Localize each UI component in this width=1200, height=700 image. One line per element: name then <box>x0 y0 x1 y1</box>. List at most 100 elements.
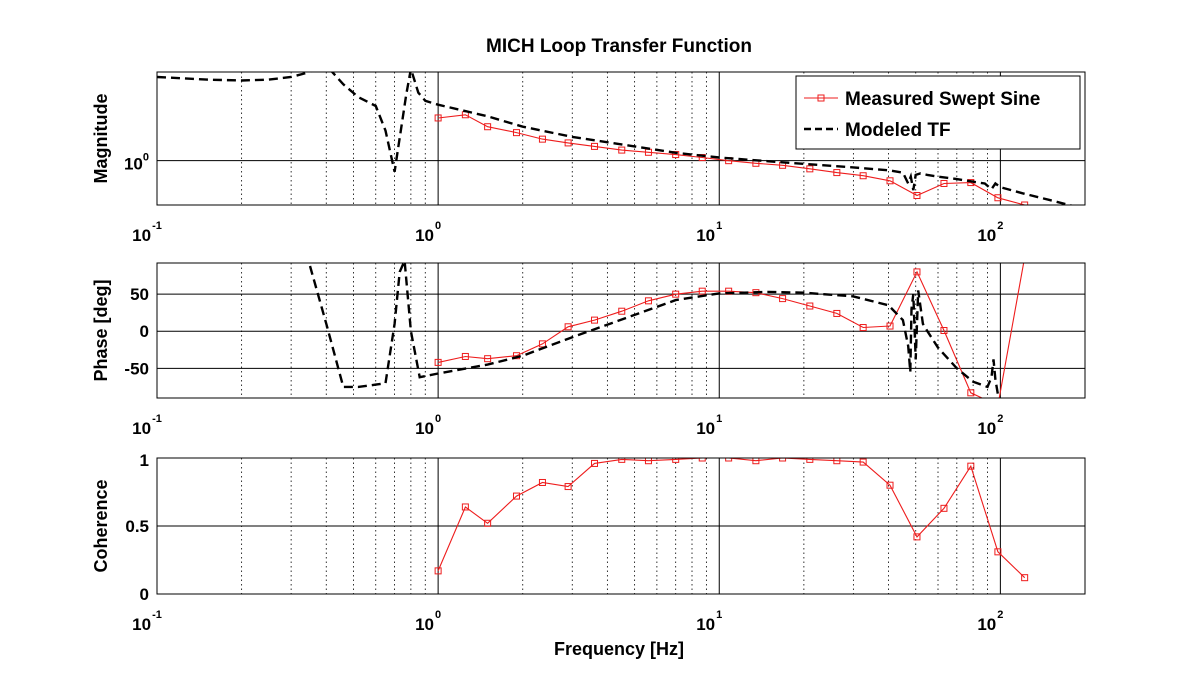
coherence-axes-box <box>156 457 1086 595</box>
x-tick-label: 101 <box>696 609 722 634</box>
coherence-y-axis-label: Coherence <box>91 479 111 572</box>
measured-point <box>833 169 841 177</box>
measured-point <box>512 492 520 500</box>
measured-point <box>967 389 975 397</box>
measured-swept-sine-series <box>434 111 1029 205</box>
measured-point <box>779 458 787 462</box>
measured-point <box>538 340 546 348</box>
measured-point <box>644 458 652 465</box>
measured-point <box>752 458 760 465</box>
y-tick-label: 0.5 <box>125 517 149 536</box>
measured-point <box>913 533 921 541</box>
measured-point <box>779 295 787 303</box>
y-tick-label: 0 <box>140 585 149 604</box>
coherence-panel: 1 0.5 0 10-1 100 101 102 Coherence <box>91 451 1086 634</box>
measured-point <box>461 352 469 360</box>
y-tick-label: 50 <box>130 285 149 304</box>
y-tick-label: -50 <box>124 359 149 378</box>
measured-point <box>859 324 867 332</box>
measured-point <box>538 135 546 143</box>
legend-box <box>795 75 1081 150</box>
measured-point <box>434 358 442 366</box>
modeled-tf-line <box>157 72 1075 205</box>
measured-point <box>618 146 626 154</box>
x-tick-label: 102 <box>977 413 1003 438</box>
measured-point <box>484 123 492 131</box>
measured-point <box>564 483 572 491</box>
measured-point <box>538 478 546 486</box>
y-tick-label: 1 <box>140 451 149 470</box>
modeled-tf-series <box>308 263 1001 398</box>
x-tick-label: 101 <box>696 220 722 245</box>
measured-point <box>618 458 626 463</box>
y-tick-label: 0 <box>140 322 149 341</box>
measured-point <box>886 322 894 330</box>
measured-point <box>1022 254 1028 260</box>
magnitude-panel: 100 10-1 100 101 102 Magnitude <box>91 71 1086 245</box>
measured-point <box>672 151 680 159</box>
measured-line <box>437 263 1025 398</box>
measured-point <box>994 194 1002 202</box>
measured-point <box>698 458 706 462</box>
x-tick-label: 10-1 <box>132 413 162 438</box>
measured-point <box>434 114 442 122</box>
measured-point <box>859 172 867 180</box>
chart-title: MICH Loop Transfer Function <box>486 36 752 57</box>
measured-point <box>806 302 814 310</box>
measured-point <box>806 458 814 463</box>
modeled-tf-line <box>308 263 1001 398</box>
measured-point <box>434 567 442 575</box>
measured-point <box>940 179 948 187</box>
modeled-tf-series <box>157 72 1075 205</box>
measured-point <box>461 503 469 511</box>
x-tick-label: 100 <box>415 220 441 245</box>
x-tick-label: 10-1 <box>132 609 162 634</box>
measured-point <box>833 309 841 317</box>
measured-point <box>886 177 894 185</box>
measured-point <box>940 504 948 512</box>
x-tick-label: 10-1 <box>132 220 162 245</box>
measured-point <box>806 165 814 173</box>
measured-point <box>913 192 921 200</box>
measured-point <box>591 316 599 324</box>
y-tick-label: 100 <box>124 152 149 174</box>
x-tick-label: 100 <box>415 413 441 438</box>
measured-point <box>484 355 492 363</box>
measured-point <box>995 402 1001 408</box>
phase-axes-box <box>156 262 1086 399</box>
magnitude-y-axis-label: Magnitude <box>91 94 111 184</box>
measured-point <box>672 458 680 463</box>
measured-point <box>1021 574 1029 582</box>
measured-point <box>618 307 626 315</box>
legend-entry-label: Measured Swept Sine <box>845 89 1040 110</box>
legend-marker <box>817 94 825 102</box>
measured-point <box>967 462 975 470</box>
phase-y-axis-label: Phase [deg] <box>91 279 111 381</box>
x-tick-label: 100 <box>415 609 441 634</box>
measured-point <box>913 268 921 276</box>
measured-point <box>644 297 652 305</box>
measured-point <box>512 129 520 137</box>
phase-panel: 50 0 -50 10-1 100 101 102 Phase [deg] <box>91 254 1086 438</box>
magnitude-axes-box <box>156 71 1086 206</box>
measured-point <box>564 323 572 331</box>
measured-point <box>591 142 599 150</box>
x-tick-label: 101 <box>696 413 722 438</box>
measured-point <box>833 458 841 465</box>
measured-swept-sine-series <box>434 458 1029 582</box>
x-axis-label: Frequency [Hz] <box>554 639 684 659</box>
measured-point <box>725 458 733 462</box>
measured-point <box>672 290 680 298</box>
measured-line <box>437 458 1026 579</box>
measured-point <box>564 139 572 147</box>
legend: Measured Swept Sine Modeled TF <box>795 75 1081 150</box>
measured-point <box>940 327 948 334</box>
measured-point <box>591 459 599 467</box>
measured-point <box>698 287 706 295</box>
measured-line <box>438 114 1025 205</box>
measured-point <box>484 519 492 527</box>
measured-point <box>859 458 867 466</box>
measured-point <box>886 481 894 489</box>
